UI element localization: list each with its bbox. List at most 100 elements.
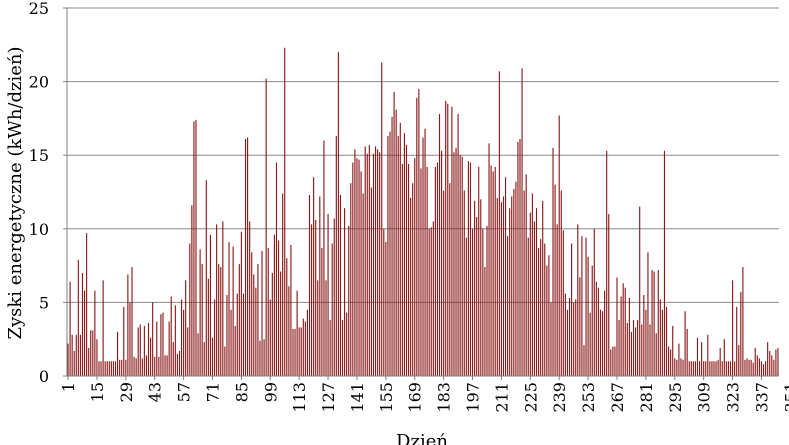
- bar-day-143: [360, 171, 362, 376]
- bar-day-108: [288, 286, 290, 376]
- bar-day-73: [216, 224, 218, 376]
- bar-day-257: [595, 281, 597, 376]
- bar-day-150: [374, 146, 377, 376]
- bar-day-153: [381, 62, 383, 377]
- bar-day-5: [75, 334, 77, 376]
- bar-day-195: [467, 161, 469, 376]
- x-tick-label: 99: [261, 382, 280, 402]
- bar-day-146: [366, 153, 368, 376]
- bar-day-52: [172, 342, 174, 376]
- bar-day-43: [154, 356, 156, 376]
- bar-day-19: [104, 361, 106, 376]
- x-tick-label: 85: [232, 382, 251, 402]
- bar-day-98: [267, 247, 269, 376]
- bar-day-34: [135, 358, 137, 376]
- bar-day-307: [698, 361, 701, 376]
- bar-day-233: [546, 265, 548, 376]
- bar-day-140: [354, 149, 356, 376]
- bar-day-228: [535, 208, 538, 376]
- bar-day-240: [560, 190, 562, 376]
- bar-day-211: [500, 202, 502, 376]
- bar-day-199: [476, 217, 478, 376]
- x-tick-label: 155: [377, 382, 396, 413]
- bar-day-125: [323, 140, 325, 376]
- bar-day-124: [321, 247, 323, 376]
- bar-day-198: [474, 200, 476, 376]
- bar-day-64: [197, 333, 199, 376]
- bar-day-80: [230, 309, 232, 376]
- bar-day-275: [632, 320, 635, 376]
- bar-day-129: [331, 243, 333, 376]
- bar-day-274: [630, 331, 633, 376]
- y-tick-label: 10: [29, 220, 49, 239]
- bar-day-263: [608, 214, 610, 376]
- bar-day-222: [523, 190, 525, 376]
- bar-day-208: [494, 166, 496, 376]
- bar-day-224: [527, 237, 529, 376]
- bar-day-70: [209, 234, 211, 376]
- bar-day-340: [767, 342, 769, 376]
- bar-day-230: [540, 239, 542, 376]
- bar-day-285: [653, 271, 655, 376]
- bar-day-113: [298, 327, 300, 376]
- bar-day-74: [218, 264, 220, 376]
- bar-day-262: [606, 150, 608, 376]
- bar-day-111: [294, 328, 296, 376]
- bar-day-131: [335, 136, 337, 376]
- bar-day-9: [83, 290, 86, 376]
- bar-day-184: [445, 100, 447, 377]
- bar-day-138: [350, 183, 352, 376]
- bar-day-301: [686, 328, 688, 376]
- bar-day-134: [341, 320, 344, 376]
- bar-day-205: [488, 143, 490, 376]
- x-tick-label: 253: [579, 382, 598, 413]
- bar-day-83: [236, 293, 238, 376]
- bar-day-36: [139, 324, 141, 376]
- bar-day-133: [339, 194, 342, 376]
- bar-day-330: [746, 358, 748, 376]
- bar-day-220: [519, 139, 521, 376]
- bar-day-286: [655, 333, 657, 376]
- bar-day-316: [717, 359, 719, 376]
- bar-day-321: [727, 361, 730, 376]
- bar-day-182: [441, 150, 443, 376]
- bar-day-297: [678, 343, 680, 376]
- bar-day-44: [156, 321, 158, 376]
- bar-day-132: [337, 52, 339, 376]
- bar-day-203: [484, 267, 486, 376]
- bar-day-94: [259, 340, 261, 376]
- x-tick-label: 29: [117, 382, 136, 402]
- bar-day-335: [756, 355, 758, 376]
- bar-day-278: [639, 206, 641, 376]
- bar-day-167: [410, 197, 412, 376]
- bar-day-207: [492, 171, 494, 376]
- bar-day-76: [222, 221, 224, 376]
- bar-day-264: [610, 349, 612, 376]
- bar-day-13: [92, 330, 94, 376]
- bar-day-100: [271, 272, 273, 376]
- bar-day-244: [568, 297, 571, 376]
- bar-day-67: [203, 342, 205, 376]
- bar-day-235: [550, 302, 552, 376]
- bar-day-181: [438, 113, 441, 376]
- bar-day-193: [463, 190, 465, 376]
- bar-day-4: [73, 350, 75, 376]
- bar-day-319: [723, 339, 725, 376]
- x-tick-label: 281: [637, 382, 656, 413]
- bar-day-95: [261, 250, 263, 376]
- bar-day-212: [502, 196, 505, 376]
- x-tick-label: 211: [492, 382, 511, 413]
- bar-day-339: [765, 361, 767, 376]
- bar-day-53: [174, 305, 176, 376]
- bar-day-127: [327, 214, 329, 376]
- bar-day-245: [571, 243, 573, 376]
- bar-day-294: [672, 325, 674, 376]
- bar-day-313: [711, 361, 713, 376]
- bar-day-295: [674, 358, 676, 376]
- bar-day-202: [482, 228, 484, 376]
- bar-day-84: [238, 264, 240, 376]
- bar-day-214: [507, 236, 509, 376]
- bar-day-288: [659, 299, 661, 376]
- bar-day-56: [180, 299, 183, 376]
- bar-day-102: [275, 162, 278, 376]
